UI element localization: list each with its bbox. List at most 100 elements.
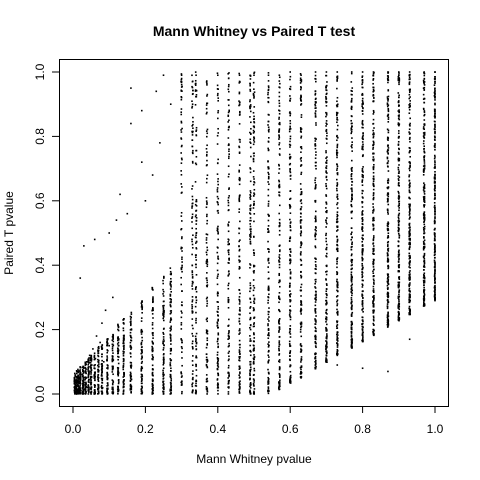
data-point (216, 364, 219, 367)
data-point (299, 331, 302, 333)
data-point (112, 392, 114, 395)
data-point (315, 299, 317, 301)
data-point (117, 324, 119, 327)
data-point (238, 261, 241, 263)
data-point (268, 320, 270, 322)
data-point (206, 222, 208, 225)
data-point (350, 108, 353, 111)
data-point (279, 310, 281, 313)
data-point (361, 268, 363, 271)
data-point (434, 90, 436, 93)
data-point (409, 149, 411, 152)
data-point (362, 123, 364, 126)
data-point (79, 366, 81, 368)
data-point (122, 389, 125, 392)
data-point (249, 354, 252, 357)
data-point (130, 386, 133, 389)
data-point (408, 284, 410, 286)
data-point (278, 347, 280, 350)
data-point (206, 201, 208, 204)
data-point (336, 284, 339, 286)
data-point (180, 152, 182, 154)
data-point (408, 74, 411, 76)
data-point (361, 339, 363, 342)
data-point (398, 302, 401, 305)
data-point (326, 132, 328, 134)
data-point (422, 173, 425, 176)
data-point (423, 132, 426, 135)
data-point (423, 108, 425, 110)
data-point (152, 337, 154, 339)
data-point (434, 123, 436, 126)
data-point (107, 384, 109, 386)
data-point (252, 195, 255, 197)
data-point (336, 196, 338, 198)
data-point (351, 236, 353, 239)
data-point (397, 100, 400, 102)
data-point (180, 323, 183, 326)
data-point (191, 270, 194, 272)
data-point (94, 372, 96, 375)
data-point (239, 292, 241, 295)
data-point (434, 80, 436, 83)
data-point (361, 121, 364, 123)
data-point (206, 261, 209, 263)
data-point (205, 329, 208, 331)
data-point (195, 129, 198, 131)
data-point (252, 143, 255, 146)
data-point (152, 342, 154, 345)
data-point (112, 334, 114, 336)
data-point (423, 280, 426, 282)
data-point (267, 266, 269, 268)
data-point (387, 200, 389, 203)
data-point (278, 135, 280, 137)
data-point (423, 89, 426, 91)
data-point (373, 71, 375, 74)
data-point (398, 293, 400, 296)
data-point (192, 116, 194, 119)
data-point (205, 251, 208, 254)
data-point (315, 346, 317, 349)
data-point (123, 348, 125, 350)
data-point (279, 367, 281, 369)
data-point (217, 197, 220, 200)
data-point (97, 352, 99, 355)
data-point (288, 143, 291, 146)
data-point (350, 313, 353, 316)
data-point (315, 352, 317, 355)
data-point (387, 114, 389, 116)
data-point (250, 368, 252, 371)
data-point (101, 369, 103, 372)
data-point (351, 87, 354, 89)
data-point (398, 204, 400, 207)
data-point (278, 318, 281, 320)
data-point (82, 372, 85, 374)
data-point (409, 266, 411, 269)
data-point (191, 125, 194, 127)
data-point (422, 255, 425, 258)
data-point (315, 122, 317, 124)
data-point (84, 370, 87, 372)
data-point (423, 72, 426, 75)
data-point (314, 310, 316, 312)
data-point (325, 302, 327, 305)
data-point (169, 375, 172, 378)
data-point (195, 345, 197, 347)
data-point (75, 386, 78, 388)
data-point (129, 371, 132, 374)
data-point (409, 273, 411, 275)
data-point (325, 311, 327, 314)
data-point (250, 155, 252, 158)
data-point (122, 381, 125, 383)
data-point (101, 348, 103, 350)
data-point (361, 284, 364, 286)
data-point (267, 350, 270, 353)
data-point (398, 71, 400, 73)
data-point (350, 238, 353, 241)
data-point (249, 105, 252, 108)
data-point (217, 230, 219, 233)
data-point (169, 388, 172, 391)
data-point (216, 162, 219, 164)
data-point (325, 288, 328, 291)
data-point (350, 324, 353, 327)
